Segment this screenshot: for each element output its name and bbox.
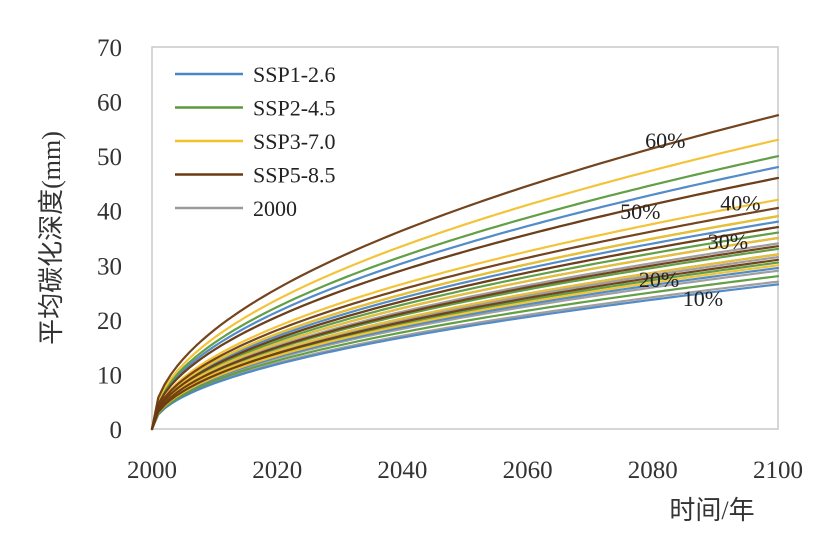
series-line — [150, 264, 780, 431]
y-tick-label: 10 — [97, 362, 122, 389]
series-line — [150, 283, 780, 431]
y-tick-label: 50 — [97, 144, 122, 171]
series-line — [150, 236, 780, 431]
x-tick-label: 2020 — [252, 457, 302, 484]
series-line — [150, 275, 780, 431]
series-line — [150, 220, 780, 431]
axis-ticks: 2000 2020 2040 2060 2080 2100 0 10 20 30 40 50 60 70 — [97, 35, 803, 484]
series-line — [150, 165, 780, 431]
x-tick-label: 2100 — [753, 457, 803, 484]
y-tick-label: 20 — [97, 308, 122, 335]
legend-label: 2000 — [253, 196, 297, 221]
y-tick-label: 40 — [97, 199, 122, 226]
x-tick-label: 2040 — [377, 457, 427, 484]
series-line — [150, 114, 780, 431]
series-line — [150, 138, 780, 431]
series-line — [150, 206, 780, 431]
series-line — [150, 198, 780, 431]
series-line — [150, 215, 780, 431]
legend-label: SSP3-7.0 — [253, 129, 336, 154]
percentage-label: 20% — [639, 267, 679, 292]
series-line — [150, 258, 780, 431]
x-tick-label: 2000 — [127, 457, 177, 484]
legend-label: SSP1-2.6 — [253, 62, 336, 87]
x-tick-label: 2060 — [503, 457, 553, 484]
percentage-label: 40% — [720, 191, 760, 216]
legend-label: SSP5-8.5 — [253, 163, 336, 188]
series-line — [150, 253, 780, 431]
percentage-label: 50% — [620, 199, 660, 224]
series-line — [150, 155, 780, 431]
percentage-annotations: 60% 50% 40% 30% 20%10% — [620, 128, 760, 311]
y-tick-label: 0 — [110, 417, 123, 444]
series-line — [150, 176, 780, 431]
series-line — [150, 245, 780, 431]
series-line — [150, 225, 780, 431]
legend-label: SSP2-4.5 — [253, 96, 336, 121]
series-layer — [150, 114, 780, 431]
y-axis-title: 平均碳化深度(mm) — [37, 131, 66, 345]
series-line — [150, 231, 780, 431]
y-tick-label: 30 — [97, 253, 122, 280]
x-axis-title: 时间/年 — [669, 496, 754, 525]
x-tick-label: 2080 — [628, 457, 678, 484]
legend: SSP1-2.6 SSP2-4.5 SSP3-7.0 SSP5-8.5 2000 — [175, 62, 336, 221]
percentage-label: 30% — [708, 229, 748, 254]
y-tick-label: 60 — [97, 90, 122, 117]
percentage-label: 10% — [683, 286, 723, 311]
y-tick-label: 70 — [97, 35, 122, 62]
percentage-label: 60% — [645, 128, 685, 153]
